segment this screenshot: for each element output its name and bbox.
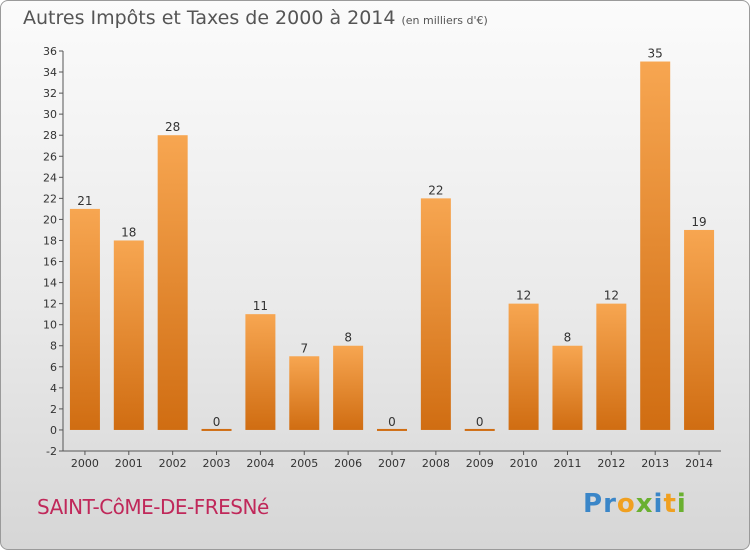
value-label: 22	[428, 183, 443, 197]
x-tick-label: 2010	[510, 457, 538, 470]
y-tick-label: 4	[50, 382, 57, 395]
y-tick-label: 28	[43, 129, 57, 142]
bar-2014	[684, 229, 715, 430]
value-label: 12	[604, 289, 619, 303]
bar-2008	[420, 198, 451, 430]
value-label: 0	[476, 415, 484, 429]
value-label: 11	[253, 299, 268, 313]
logo-letter: r	[603, 489, 617, 519]
x-tick-label: 2009	[466, 457, 494, 470]
y-tick-label: 24	[43, 171, 57, 184]
title-text: Autres Impôts et Taxes de 2000 à 2014	[23, 7, 396, 29]
bar-2010	[508, 303, 539, 430]
y-tick-label: 12	[43, 298, 57, 311]
proxiti-logo: Proxiti	[583, 489, 687, 519]
y-tick-label: -2	[46, 445, 57, 458]
x-tick-label: 2012	[597, 457, 625, 470]
bar-2006	[333, 345, 364, 430]
x-tick-label: 2006	[334, 457, 362, 470]
y-tick-label: 34	[43, 66, 57, 79]
y-tick-label: 16	[43, 256, 57, 269]
value-label: 12	[516, 289, 531, 303]
bar-2000	[69, 208, 100, 430]
commune-name: SAINT-CôME-DE-FRESNé	[37, 495, 269, 519]
value-label: 19	[691, 215, 706, 229]
y-tick-label: 26	[43, 150, 57, 163]
y-tick-label: 36	[43, 45, 57, 58]
x-tick-label: 2014	[685, 457, 713, 470]
y-tick-label: 8	[50, 340, 57, 353]
y-tick-label: 30	[43, 108, 57, 121]
value-label: 7	[300, 341, 308, 355]
chart-title: Autres Impôts et Taxes de 2000 à 2014 (en…	[23, 7, 488, 29]
bar-2013	[640, 61, 671, 430]
bar-2005	[289, 356, 320, 430]
y-tick-label: 0	[50, 424, 57, 437]
value-label: 8	[344, 331, 352, 345]
y-tick-label: 2	[50, 403, 57, 416]
x-tick-label: 2005	[290, 457, 318, 470]
chart-subtitle: (en milliers d'€)	[401, 14, 488, 27]
x-tick-label: 2011	[553, 457, 581, 470]
x-tick-label: 2004	[246, 457, 274, 470]
x-tick-label: 2007	[378, 457, 406, 470]
logo-letter: o	[616, 489, 636, 519]
y-tick-label: 22	[43, 192, 57, 205]
y-tick-label: 14	[43, 277, 57, 290]
y-tick-label: 32	[43, 87, 57, 100]
value-label: 8	[564, 331, 572, 345]
logo-letter: P	[583, 489, 604, 519]
bar-2007	[377, 428, 407, 431]
bar-2012	[596, 303, 627, 430]
y-tick-label: 6	[50, 361, 57, 374]
value-labels: 21 18 28 0 11 7 8 0 22 0 12 8 12 35 19	[77, 47, 706, 429]
bar-2001	[113, 240, 144, 430]
y-tick-label: 18	[43, 234, 57, 247]
bar-2004	[245, 314, 276, 430]
bar-2003	[201, 428, 232, 431]
x-tick-label: 2001	[115, 457, 143, 470]
value-label: 18	[121, 225, 136, 239]
x-tick-label: 2008	[422, 457, 450, 470]
x-tick-label: 2000	[71, 457, 99, 470]
logo-letter: t	[663, 489, 677, 519]
x-tick-label: 2013	[641, 457, 669, 470]
bar-2011	[552, 345, 583, 430]
value-label: 35	[648, 47, 663, 61]
bar-2002	[157, 135, 188, 430]
logo-letter: i	[676, 489, 687, 519]
value-label: 21	[77, 194, 92, 208]
value-label: 0	[388, 415, 396, 429]
logo-letter: x	[635, 489, 654, 519]
value-label: 28	[165, 120, 180, 134]
x-tick-label: 2002	[159, 457, 187, 470]
y-tick-label: 10	[43, 319, 57, 332]
x-tick-label: 2003	[203, 457, 231, 470]
logo-letter: i	[653, 489, 664, 519]
value-label: 0	[213, 415, 221, 429]
bar-2009	[464, 428, 495, 431]
y-tick-label: 20	[43, 213, 57, 226]
bars	[69, 61, 715, 431]
